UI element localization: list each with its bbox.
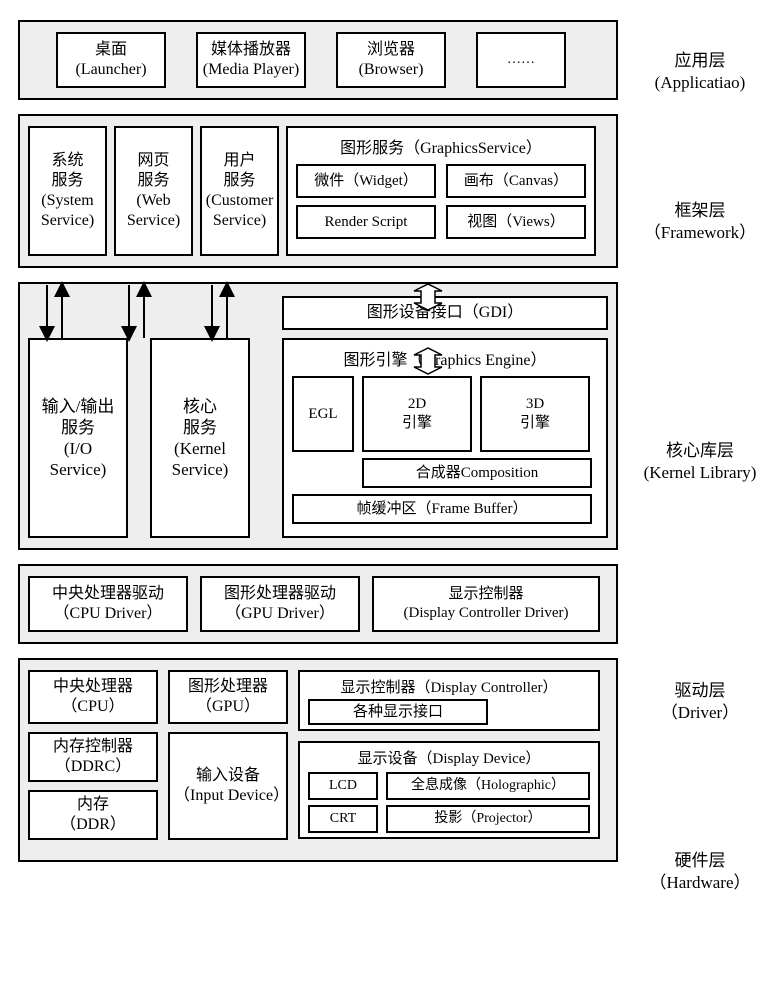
app-ellipsis: ……: [476, 32, 566, 88]
app-media-player: 媒体播放器(Media Player): [196, 32, 306, 88]
gpu-driver: 图形处理器驱动（GPU Driver）: [200, 576, 360, 632]
layer-kernel-library: 图形设备接口（GDI） 输入/输出 服务(I/O Service) 核心 服务(…: [18, 282, 618, 550]
layer-framework: 系统 服务(System Service) 网页 服务(Web Service)…: [18, 114, 618, 268]
gs-canvas: 画布（Canvas）: [446, 164, 586, 198]
gs-render-script: Render Script: [296, 205, 436, 239]
frame-buffer: 帧缓冲区（Frame Buffer）: [292, 494, 592, 524]
label-hardware: 硬件层（Hardware）: [640, 850, 760, 894]
io-service: 输入/输出 服务(I/O Service): [28, 338, 128, 538]
egl: EGL: [292, 376, 354, 452]
graphics-engine: 图形引擎（Graphics Engine） EGL 2D 引擎 3D 引擎 合成…: [282, 338, 608, 538]
web-service: 网页 服务(Web Service): [114, 126, 193, 256]
gs-views: 视图（Views）: [446, 205, 586, 239]
label-application: 应用层(Applicatiao): [640, 50, 760, 94]
dd-lcd: LCD: [308, 772, 378, 800]
label-driver: 驱动层（Driver）: [640, 680, 760, 724]
label-framework: 框架层（Framework）: [640, 200, 760, 244]
layer-application: 桌面(Launcher) 媒体播放器(Media Player) 浏览器(Bro…: [18, 20, 618, 100]
cpu-driver: 中央处理器驱动（CPU Driver）: [28, 576, 188, 632]
dd-holographic: 全息成像（Holographic）: [386, 772, 590, 800]
input-device: 输入设备（Input Device）: [168, 732, 288, 840]
display-controller: 显示控制器（Display Controller） 各种显示接口: [298, 670, 600, 731]
display-device: 显示设备（Display Device） LCD 全息成像（Holographi…: [298, 741, 600, 839]
ddr: 内存（DDR）: [28, 790, 158, 840]
system-service: 系统 服务(System Service): [28, 126, 107, 256]
gpu: 图形处理器（GPU）: [168, 670, 288, 724]
graphics-engine-title: 图形引擎（Graphics Engine）: [292, 346, 598, 370]
dd-crt: CRT: [308, 805, 378, 833]
ddrc: 内存控制器（DDRC）: [28, 732, 158, 782]
app-launcher: 桌面(Launcher): [56, 32, 166, 88]
display-interfaces: 各种显示接口: [308, 699, 488, 725]
display-device-title: 显示设备（Display Device）: [308, 747, 590, 768]
layer-driver: 中央处理器驱动（CPU Driver） 图形处理器驱动（GPU Driver） …: [18, 564, 618, 644]
graphics-service: 图形服务（GraphicsService） 微件（Widget） 画布（Canv…: [286, 126, 596, 256]
engine-3d: 3D 引擎: [480, 376, 590, 452]
app-browser: 浏览器(Browser): [336, 32, 446, 88]
gdi: 图形设备接口（GDI）: [282, 296, 608, 330]
customer-service: 用户 服务(Customer Service): [200, 126, 279, 256]
cpu: 中央处理器（CPU）: [28, 670, 158, 724]
dd-projector: 投影（Projector）: [386, 805, 590, 833]
layer-hardware: 中央处理器（CPU） 内存控制器（DDRC） 内存（DDR） 图形处理器（GPU…: [18, 658, 618, 862]
gs-widget: 微件（Widget）: [296, 164, 436, 198]
engine-2d: 2D 引擎: [362, 376, 472, 452]
display-controller-driver: 显示控制器(Display Controller Driver): [372, 576, 600, 632]
display-controller-title: 显示控制器（Display Controller）: [308, 676, 590, 697]
composition: 合成器Composition: [362, 458, 592, 488]
label-kernel-library: 核心库层(Kernel Library): [640, 440, 760, 484]
kernel-service: 核心 服务(Kernel Service): [150, 338, 250, 538]
graphics-service-title: 图形服务（GraphicsService）: [296, 134, 586, 158]
